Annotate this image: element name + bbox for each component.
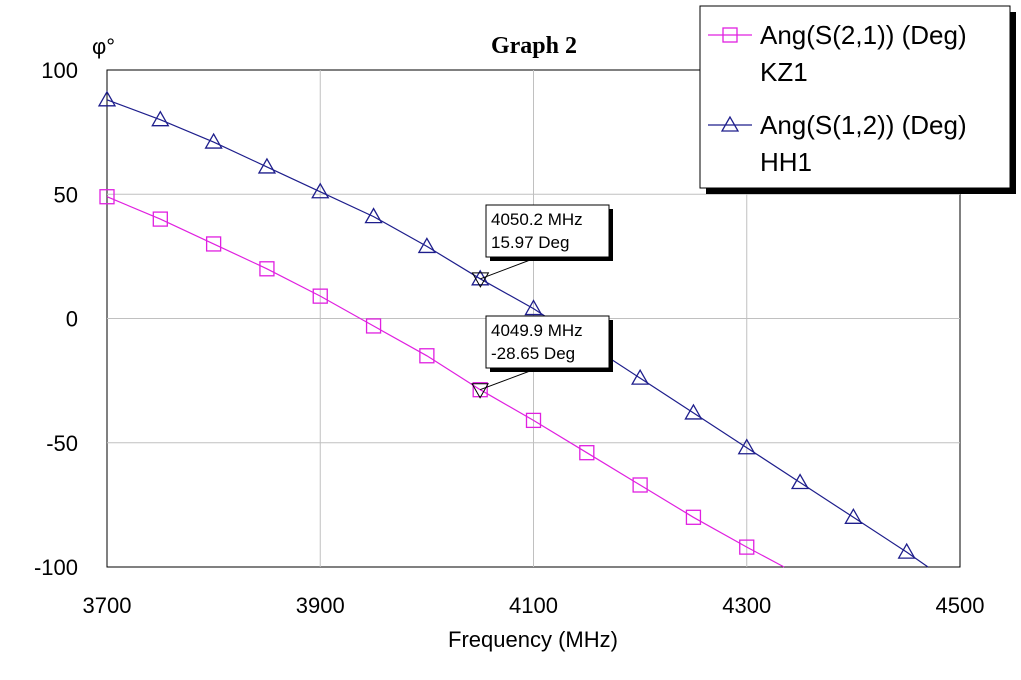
legend-series-name: Ang(S(2,1)) (Deg) <box>760 20 967 50</box>
annotation-layer: 4050.2 MHz 15.97 Deg 4049.9 MHz -28.65 Deg <box>471 204 613 399</box>
chart-title: Graph 2 <box>491 33 577 59</box>
y-tick-label: -50 <box>46 431 78 456</box>
data-point <box>632 477 648 493</box>
data-point <box>365 318 382 334</box>
data-point <box>525 412 542 429</box>
data-point <box>684 403 703 420</box>
callout: 4050.2 MHz 15.97 Deg <box>471 204 613 288</box>
data-point <box>99 189 115 205</box>
series-line <box>106 196 785 568</box>
data-point <box>312 288 328 304</box>
data-point <box>579 445 595 461</box>
y-tick-label: -100 <box>34 555 78 580</box>
x-axis-label: Frequency (MHz) <box>448 627 618 652</box>
data-point <box>737 438 756 455</box>
callout-value: 15.97 Deg <box>491 233 569 252</box>
x-tick-label: 3700 <box>83 593 132 618</box>
callout-frequency: 4049.9 MHz <box>491 321 583 340</box>
legend: Ang(S(2,1)) (Deg) KZ1 Ang(S(1,2)) (Deg) HH1 <box>699 5 1016 194</box>
legend-marker <box>722 27 738 43</box>
legend-items: Ang(S(2,1)) (Deg) KZ1 Ang(S(1,2)) (Deg) HH1 <box>708 20 967 177</box>
data-point <box>631 368 650 385</box>
data-point <box>259 261 275 277</box>
callout-box <box>485 315 610 369</box>
legend-series-name: Ang(S(1,2)) (Deg) <box>760 110 967 140</box>
data-point <box>739 539 755 555</box>
callout: 4049.9 MHz -28.65 Deg <box>471 315 613 399</box>
data-point <box>417 237 436 254</box>
legend-series-sublabel: HH1 <box>760 147 812 177</box>
data-point <box>151 110 170 127</box>
callout-frequency: 4050.2 MHz <box>491 210 583 229</box>
callout-value: -28.65 Deg <box>491 344 575 363</box>
y-tick-label: 100 <box>41 58 78 83</box>
series-line <box>106 99 929 568</box>
data-point <box>204 132 223 149</box>
y-axis-label: φ° <box>92 34 115 59</box>
data-point <box>685 509 702 525</box>
callout-box <box>485 204 610 258</box>
legend-marker <box>720 115 740 132</box>
x-tick-label: 3900 <box>296 593 345 618</box>
data-point <box>311 182 330 199</box>
x-tick-label: 4100 <box>509 593 558 618</box>
y-tick-label: 0 <box>66 307 78 332</box>
data-point <box>419 348 435 364</box>
callout-marker <box>471 383 489 399</box>
data-point <box>205 236 222 252</box>
x-tick-label: 4500 <box>936 593 985 618</box>
data-point <box>897 542 916 559</box>
data-point <box>524 299 543 316</box>
x-tick-label: 4300 <box>722 593 771 618</box>
data-point <box>364 207 383 224</box>
data-point <box>257 157 277 174</box>
data-point <box>152 211 168 227</box>
callout-marker <box>471 272 490 288</box>
legend-series-sublabel: KZ1 <box>760 57 808 87</box>
tick-labels: 3700 3900 4100 4300 4500 100 50 0 -50 -100 <box>34 58 985 618</box>
data-point <box>97 90 117 107</box>
data-point <box>844 507 863 524</box>
legend-box <box>699 5 1011 189</box>
series-layer <box>97 90 929 568</box>
legend-item-1: Ang(S(1,2)) (Deg) HH1 <box>708 110 967 177</box>
data-point <box>790 473 810 490</box>
y-tick-label: 50 <box>54 182 78 207</box>
legend-item-0: Ang(S(2,1)) (Deg) KZ1 <box>708 20 967 87</box>
